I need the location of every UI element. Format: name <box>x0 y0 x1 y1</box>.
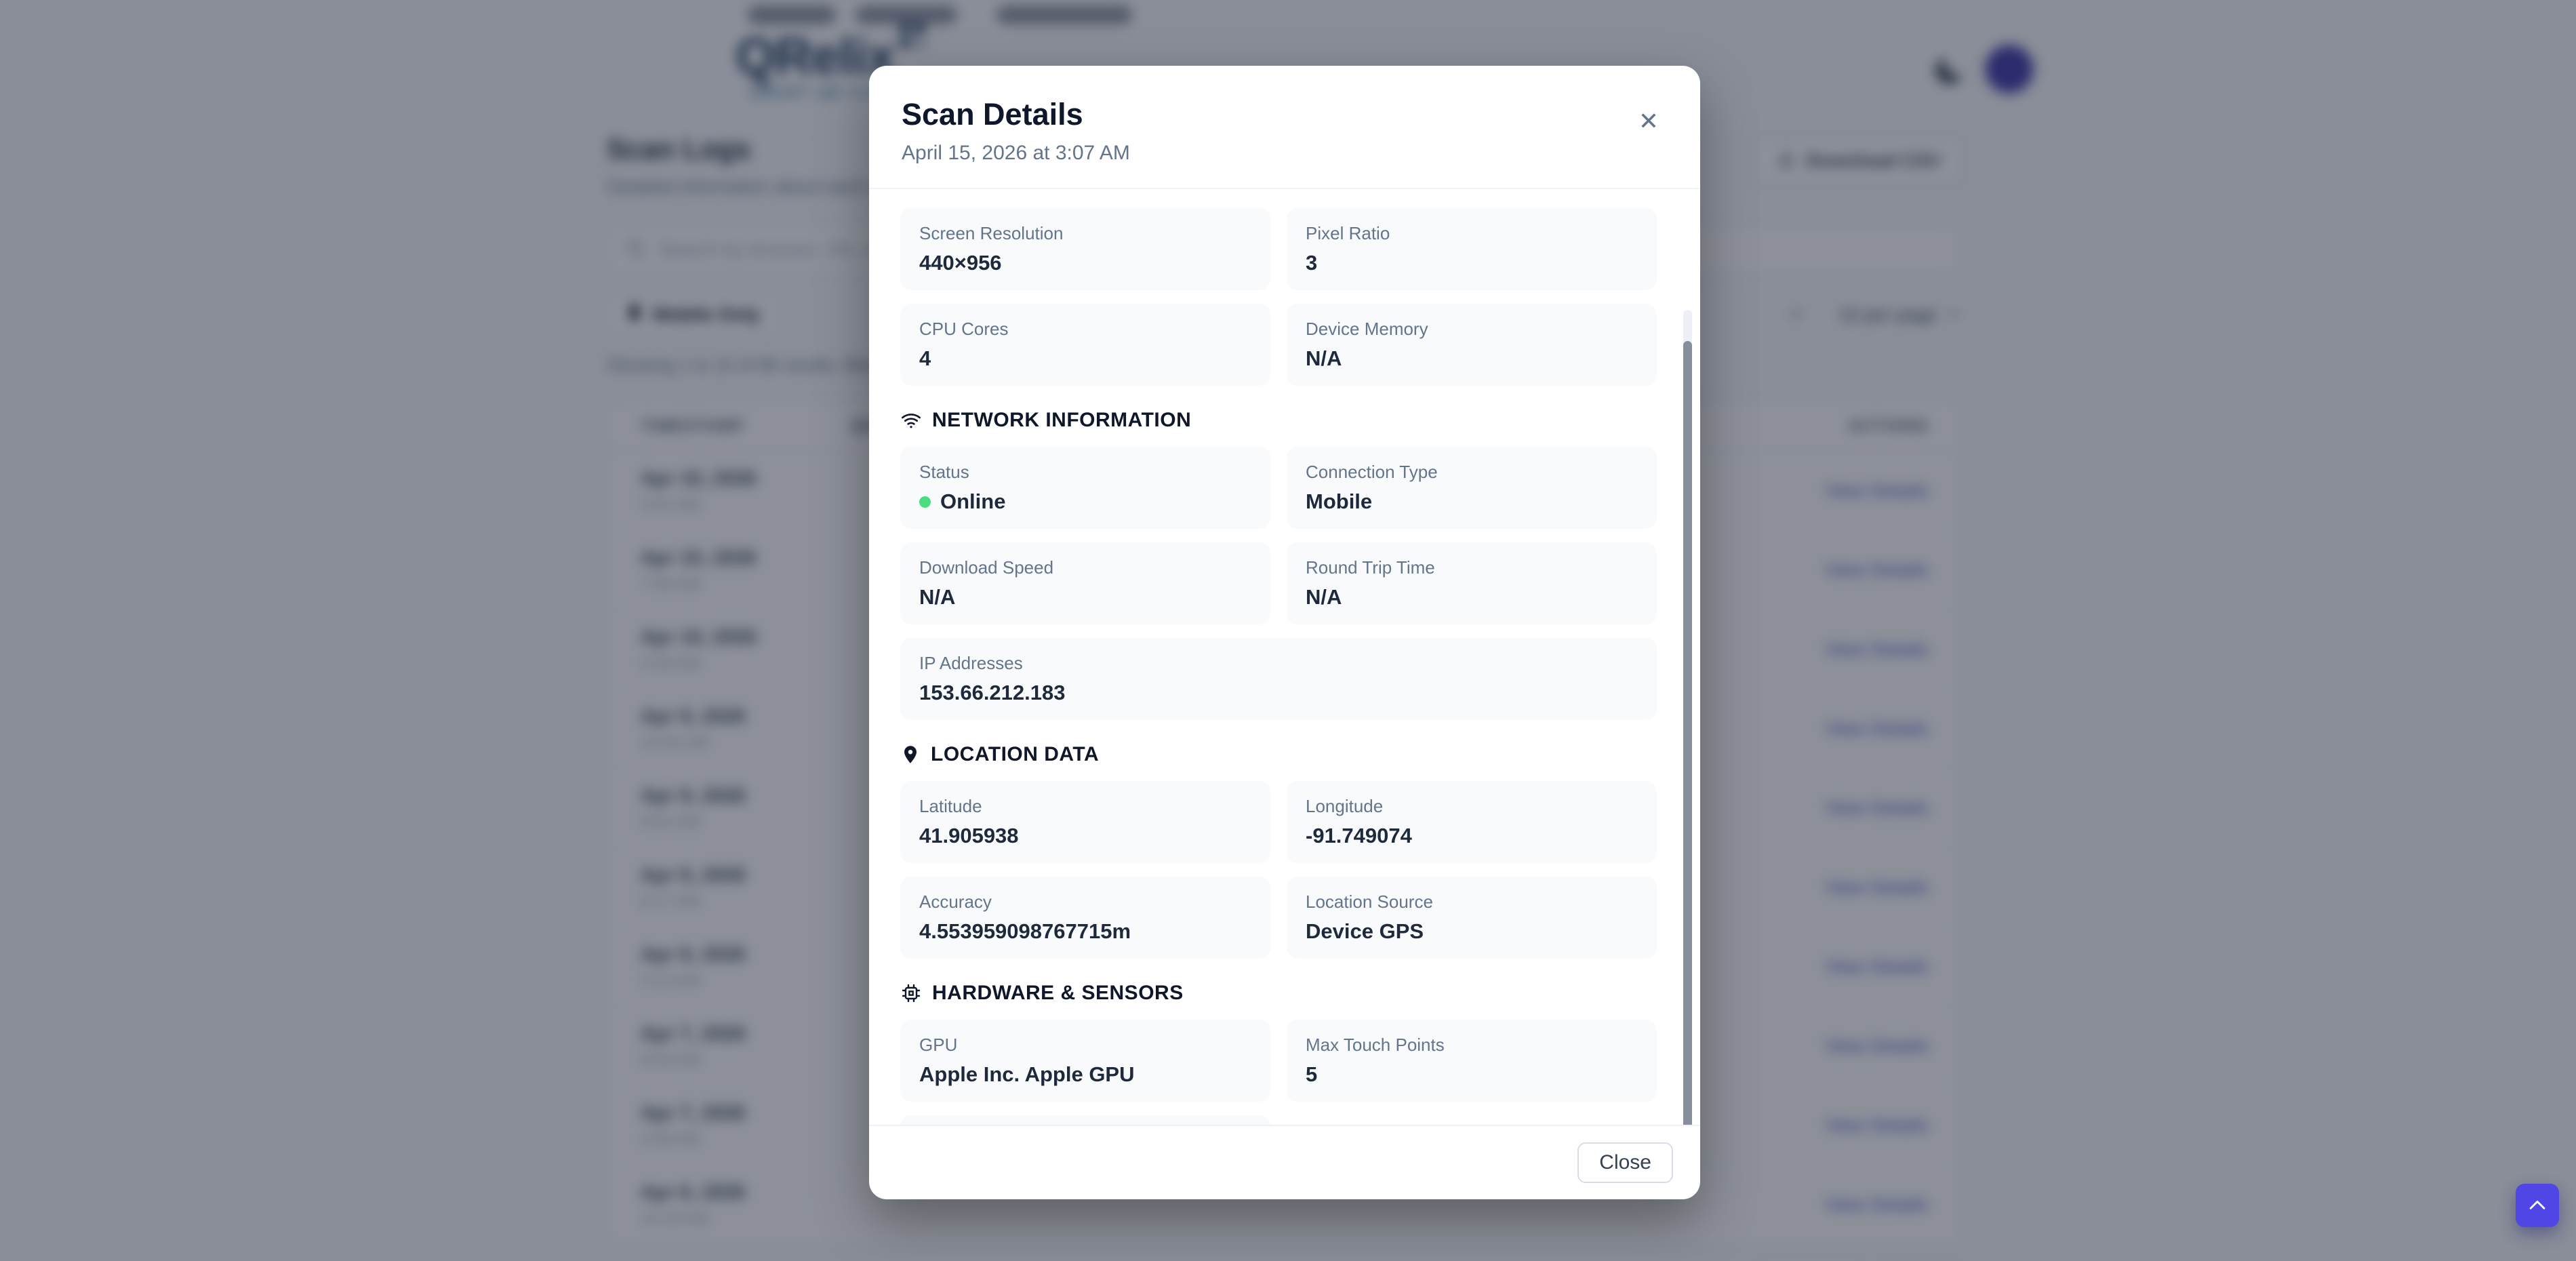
field-value-wrap: Online <box>919 489 1251 514</box>
field-grid: Latitude 41.905938 Longitude -91.749074 … <box>900 781 1657 959</box>
field-label: CPU Cores <box>919 319 1009 339</box>
scan-details-modal: Scan Details April 15, 2026 at 3:07 AM ✕… <box>869 66 1700 1199</box>
field-label: Status <box>919 462 969 482</box>
field-label: GPU <box>919 1035 958 1055</box>
field-grid: Status Online Connection Type Mobile Dow… <box>900 447 1657 720</box>
field-value: N/A <box>919 585 956 609</box>
field-value-wrap: 153.66.212.183 <box>919 681 1638 705</box>
field-label: Max Touch Points <box>1306 1035 1445 1055</box>
modal-header: Scan Details April 15, 2026 at 3:07 AM ✕ <box>869 66 1700 189</box>
field-card: Round Trip Time N/A <box>1287 542 1657 624</box>
field-grid: Screen Resolution 440×956 Pixel Ratio 3 … <box>900 208 1657 386</box>
field-value: N/A <box>1306 346 1342 370</box>
field-label: Accuracy <box>919 892 992 912</box>
section-title: Location Data <box>931 743 1100 765</box>
close-button[interactable]: Close <box>1577 1142 1673 1183</box>
status-dot <box>919 496 931 508</box>
field-card: Location Source Device GPS <box>1287 877 1657 959</box>
section-header: Network Information <box>900 409 1657 432</box>
field-value: N/A <box>1306 585 1342 609</box>
section-header: Location Data <box>900 743 1657 766</box>
field-label: Latitude <box>919 796 982 816</box>
field-label: Connection Type <box>1306 462 1438 482</box>
field-value-wrap: Device GPS <box>1306 919 1638 944</box>
chip-icon <box>900 982 922 1004</box>
field-label: Screen Resolution <box>919 223 1064 243</box>
field-card: Status Online <box>900 447 1270 529</box>
field-card: IP Addresses 153.66.212.183 <box>900 638 1657 720</box>
field-label: Location Source <box>1306 892 1433 912</box>
field-grid: GPU Apple Inc. Apple GPU Max Touch Point… <box>900 1020 1657 1125</box>
field-value-wrap: 5 <box>1306 1062 1638 1087</box>
field-value: Device GPS <box>1306 919 1424 943</box>
modal-footer: Close <box>869 1125 1700 1199</box>
section-header: Hardware & Sensors <box>900 982 1657 1005</box>
field-label: Longitude <box>1306 796 1384 816</box>
field-value-wrap: 4 <box>919 346 1251 371</box>
field-label: Device Memory <box>1306 319 1428 339</box>
field-value: Apple Inc. Apple GPU <box>919 1062 1135 1086</box>
scrollbar-thumb[interactable] <box>1683 341 1692 1125</box>
field-card: Download Speed N/A <box>900 542 1270 624</box>
field-value-wrap: Apple Inc. Apple GPU <box>919 1062 1251 1087</box>
field-value-wrap: N/A <box>1306 346 1638 371</box>
modal-section: Hardware & Sensors GPU Apple Inc. Apple … <box>900 982 1657 1125</box>
field-value-wrap: N/A <box>1306 585 1638 609</box>
section-title: Network Information <box>932 409 1192 431</box>
field-value-wrap: 440×956 <box>919 251 1251 275</box>
field-card: Device Fingerprint 9959611b58c0ebe6e3c24… <box>900 1115 1270 1125</box>
wifi-icon <box>900 409 922 431</box>
field-card: GPU Apple Inc. Apple GPU <box>900 1020 1270 1102</box>
field-value-wrap: 41.905938 <box>919 824 1251 848</box>
field-card: Screen Resolution 440×956 <box>900 208 1270 290</box>
field-card: CPU Cores 4 <box>900 304 1270 386</box>
modal-section: Screen Resolution 440×956 Pixel Ratio 3 … <box>900 208 1657 386</box>
scroll-to-top-button[interactable] <box>2516 1184 2559 1227</box>
modal-section: Location Data Latitude 41.905938 Longitu… <box>900 743 1657 959</box>
field-value: Online <box>940 489 1006 513</box>
field-value-wrap: N/A <box>919 585 1251 609</box>
field-value-wrap: 4.553959098767715m <box>919 919 1251 944</box>
field-value-wrap: -91.749074 <box>1306 824 1638 848</box>
field-value: -91.749074 <box>1306 824 1412 847</box>
field-label: Round Trip Time <box>1306 557 1435 578</box>
section-title: Hardware & Sensors <box>932 982 1184 1004</box>
chevron-up-icon <box>2529 1200 2545 1209</box>
field-value: 4.553959098767715m <box>919 919 1131 943</box>
field-value-wrap: Mobile <box>1306 489 1638 514</box>
modal-body: Screen Resolution 440×956 Pixel Ratio 3 … <box>869 189 1700 1125</box>
field-label: Download Speed <box>919 557 1054 578</box>
field-card: Connection Type Mobile <box>1287 447 1657 529</box>
modal-scrollbar[interactable] <box>1683 310 1692 1125</box>
field-value: 4 <box>919 346 931 370</box>
field-card: Pixel Ratio 3 <box>1287 208 1657 290</box>
modal-title: Scan Details <box>902 97 1083 132</box>
field-card: Device Memory N/A <box>1287 304 1657 386</box>
field-label: IP Addresses <box>919 653 1023 673</box>
field-value-wrap: 3 <box>1306 251 1638 275</box>
field-value: 153.66.212.183 <box>919 681 1066 704</box>
field-value: 440×956 <box>919 251 1002 275</box>
field-value: 5 <box>1306 1062 1318 1086</box>
modal-sections: Screen Resolution 440×956 Pixel Ratio 3 … <box>900 208 1657 1125</box>
field-value: 41.905938 <box>919 824 1019 847</box>
modal-timestamp: April 15, 2026 at 3:07 AM <box>902 142 1130 164</box>
pin-icon <box>900 744 921 765</box>
field-value: Mobile <box>1306 489 1373 513</box>
field-value: 3 <box>1306 251 1318 275</box>
field-card: Longitude -91.749074 <box>1287 781 1657 863</box>
close-icon[interactable]: ✕ <box>1632 105 1665 138</box>
field-card: Max Touch Points 5 <box>1287 1020 1657 1102</box>
field-card: Accuracy 4.553959098767715m <box>900 877 1270 959</box>
field-label: Pixel Ratio <box>1306 223 1390 243</box>
modal-section: Network Information Status Online Connec… <box>900 409 1657 720</box>
field-card: Latitude 41.905938 <box>900 781 1270 863</box>
